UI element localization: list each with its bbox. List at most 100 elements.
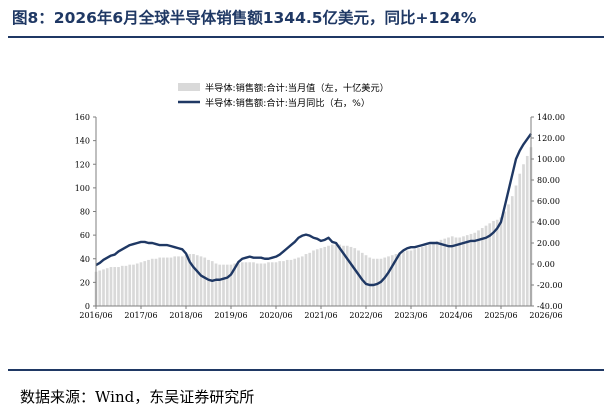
bar bbox=[132, 264, 135, 306]
bar bbox=[289, 259, 293, 306]
bar bbox=[387, 256, 390, 306]
bar bbox=[188, 254, 192, 306]
bar bbox=[297, 257, 300, 306]
bar bbox=[462, 236, 465, 306]
bar bbox=[274, 262, 278, 306]
bar bbox=[334, 244, 338, 306]
bar bbox=[263, 263, 267, 306]
bar bbox=[113, 267, 117, 306]
right-tick-label: 60.00 bbox=[537, 197, 560, 206]
bar bbox=[398, 252, 402, 306]
legend-label-line: 半导体:销售额:合计:当月同比（右，%） bbox=[205, 97, 370, 109]
bar bbox=[327, 245, 330, 306]
bar bbox=[375, 258, 379, 306]
bar bbox=[102, 269, 105, 306]
bar bbox=[173, 256, 177, 306]
bar bbox=[207, 259, 210, 306]
bar bbox=[259, 263, 263, 306]
bar bbox=[120, 265, 124, 306]
bar bbox=[285, 259, 289, 306]
bar bbox=[499, 217, 503, 306]
bar bbox=[135, 263, 139, 306]
x-tick-label: 2025/06 bbox=[484, 311, 517, 320]
left-tick-label: 100 bbox=[75, 184, 90, 193]
bar bbox=[443, 238, 447, 306]
bar bbox=[319, 248, 323, 306]
bar bbox=[180, 256, 184, 306]
bar bbox=[169, 257, 173, 306]
bar bbox=[495, 219, 499, 306]
bar bbox=[405, 250, 409, 306]
x-tick-label: 2024/06 bbox=[439, 311, 472, 320]
x-tick-label: 2020/06 bbox=[259, 311, 292, 320]
bar bbox=[199, 256, 203, 306]
source-rule bbox=[8, 369, 604, 371]
bar bbox=[484, 225, 488, 306]
bar bbox=[240, 262, 244, 306]
right-tick-label: 80.00 bbox=[537, 176, 560, 185]
left-tick-label: 40 bbox=[80, 255, 90, 264]
bar bbox=[480, 228, 484, 306]
right-tick-label: 120.00 bbox=[537, 134, 565, 143]
bar bbox=[255, 263, 259, 306]
bar bbox=[128, 264, 132, 306]
left-tick-label: 120 bbox=[75, 160, 90, 169]
source-note: 数据来源：Wind，东吴证券研究所 bbox=[20, 388, 255, 406]
bar bbox=[357, 250, 360, 306]
left-tick-label: 140 bbox=[75, 137, 90, 146]
bar bbox=[492, 220, 495, 306]
bar bbox=[522, 164, 525, 306]
bar bbox=[439, 239, 443, 306]
bar bbox=[139, 262, 143, 306]
bar bbox=[477, 230, 480, 306]
bar bbox=[203, 257, 207, 306]
bar bbox=[349, 246, 353, 306]
bar bbox=[447, 237, 450, 306]
bar bbox=[154, 258, 158, 306]
bar bbox=[267, 262, 270, 306]
bar bbox=[300, 256, 304, 306]
bar bbox=[368, 257, 372, 306]
bar bbox=[117, 267, 120, 306]
bar bbox=[390, 255, 394, 306]
bar bbox=[237, 263, 240, 306]
legend-swatch-bar bbox=[178, 83, 200, 91]
combo-chart: 0 20 40 60 80 100 120 140 160 -40.00 -20.00 0.00 20.… bbox=[75, 82, 565, 320]
bar bbox=[308, 252, 312, 306]
x-tick-label: 2017/06 bbox=[124, 311, 157, 320]
x-tick-label: 2023/06 bbox=[394, 311, 427, 320]
bar bbox=[454, 237, 458, 306]
bar bbox=[465, 235, 469, 307]
bar bbox=[514, 185, 518, 306]
bar bbox=[372, 258, 375, 306]
bar bbox=[338, 244, 342, 306]
bar bbox=[450, 236, 454, 306]
bar bbox=[150, 258, 154, 306]
legend-label-bar: 半导体:销售额:合计:当月值（左，十亿美元） bbox=[205, 82, 389, 94]
bar bbox=[353, 248, 357, 306]
bar bbox=[364, 255, 368, 306]
bar bbox=[195, 255, 199, 306]
bar bbox=[394, 254, 398, 306]
bar bbox=[402, 251, 405, 306]
bar bbox=[428, 244, 432, 306]
bar bbox=[225, 264, 229, 306]
bar bbox=[252, 262, 255, 306]
bar bbox=[417, 248, 420, 306]
bar bbox=[383, 257, 387, 306]
bar bbox=[435, 241, 439, 306]
right-tick-label: 0.00 bbox=[537, 260, 555, 269]
bar bbox=[458, 237, 462, 306]
bar bbox=[158, 257, 162, 306]
bar bbox=[507, 204, 510, 306]
bar bbox=[222, 264, 225, 306]
left-tick-label: 20 bbox=[80, 278, 90, 287]
bar bbox=[330, 244, 334, 306]
yoy-line bbox=[95, 133, 532, 287]
bar bbox=[282, 261, 285, 306]
bar bbox=[424, 245, 428, 306]
bar bbox=[304, 254, 308, 306]
bar bbox=[413, 249, 417, 306]
right-tick-label: 100.00 bbox=[537, 155, 565, 164]
bar bbox=[124, 265, 128, 306]
